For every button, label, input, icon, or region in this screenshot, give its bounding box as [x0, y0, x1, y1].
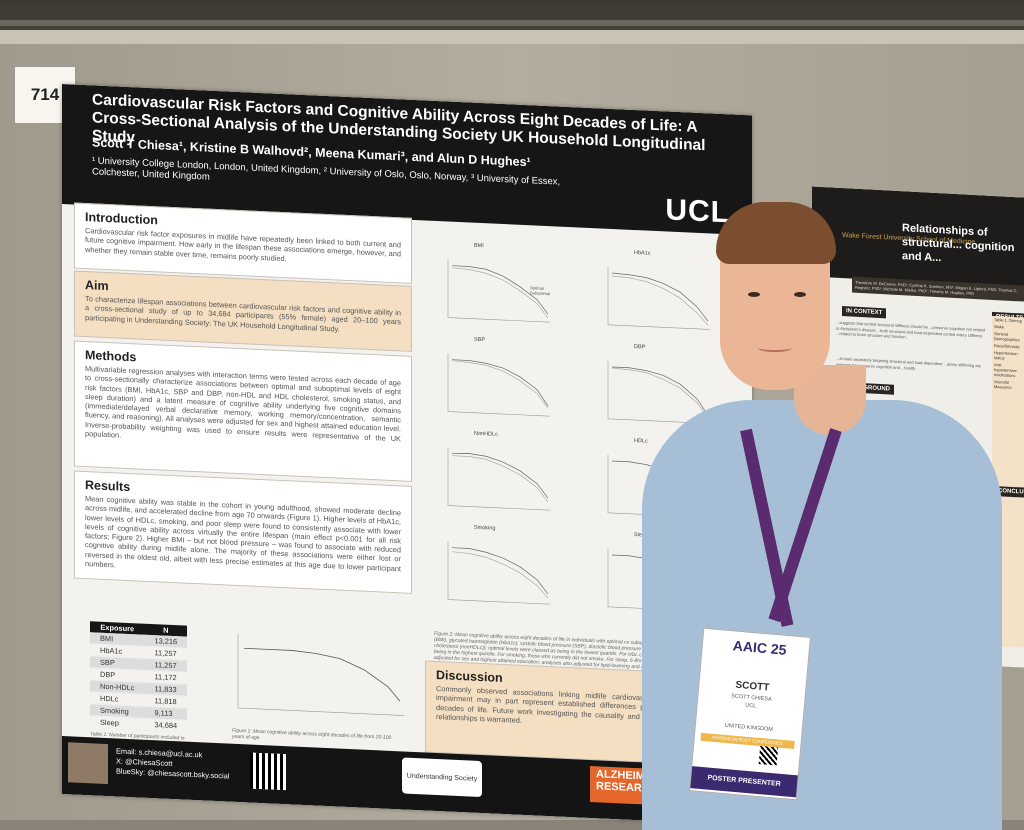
plot-dbp: DBP	[594, 344, 716, 436]
results-section: Results Mean cognitive ability was stabl…	[74, 470, 412, 594]
ceiling-beam	[0, 20, 1024, 26]
presenter	[634, 200, 1024, 830]
eye	[748, 292, 760, 297]
methods-body: Multivariable regression analyses with i…	[85, 364, 401, 444]
plot-title: NonHDLc	[474, 430, 498, 438]
figure-1-line	[237, 633, 404, 716]
eye	[794, 292, 806, 297]
plot-title: SBP	[474, 336, 486, 344]
understanding-society-logo: Understanding Society	[402, 757, 482, 798]
plot-title: Smoking	[474, 524, 496, 532]
plot-lines	[447, 447, 550, 511]
figure-2-grid: BMI Optimal Suboptimal HbA1c SBP DBP NonHD…	[434, 243, 734, 665]
methods-section: Methods Multivariable regression analyse…	[74, 340, 412, 482]
badge-strip: IN-PERSON POST CONFERENCE	[700, 732, 795, 749]
plot-legend: Optimal Suboptimal	[530, 285, 550, 296]
plot-lines	[447, 541, 550, 605]
mouth	[758, 344, 792, 352]
author-photo	[68, 742, 108, 785]
plot-lines	[447, 259, 550, 323]
exposure-table: Exposure N BMI 13,216 HbA1c 11,257 SBP 11,25…	[90, 621, 188, 733]
qr-code	[250, 752, 286, 791]
name-badge: AAIC 25 SCOTT SCOTT CHIESA UCL UNITED KI…	[689, 627, 811, 801]
introduction-section: Introduction Cardiovascular risk factor …	[74, 202, 412, 284]
table-cell: Sleep	[90, 715, 145, 731]
results-body: Mean cognitive ability was stable in the…	[85, 494, 401, 574]
plot-bmi: BMI Optimal Suboptimal	[434, 243, 556, 335]
contact-info: Email: s.chiesa@ucl.ac.uk X: @ChiesaScot…	[116, 746, 229, 781]
aim-section: Aim To characterize lifespan association…	[74, 270, 412, 352]
badge-event-logo: AAIC 25	[732, 637, 788, 658]
table-cell: 34,684	[144, 718, 188, 733]
badge-qr-code	[758, 746, 779, 766]
plot-lines	[607, 360, 710, 424]
plot-lines	[447, 353, 550, 417]
main-poster: Cardiovascular Risk Factors and Cognitiv…	[62, 84, 752, 826]
hair	[716, 202, 836, 264]
plot-title: BMI	[474, 242, 484, 250]
legend-item: Suboptimal	[529, 290, 550, 297]
plot-nonhdlc: NonHDLc	[434, 431, 556, 523]
plot-hba1c: HbA1c	[594, 250, 716, 342]
board-frame	[0, 30, 1024, 44]
plot-lines	[607, 266, 710, 330]
figure-1-plot	[228, 628, 408, 726]
plot-sbp: SBP	[434, 337, 556, 429]
plot-smoking: Smoking	[434, 525, 556, 617]
